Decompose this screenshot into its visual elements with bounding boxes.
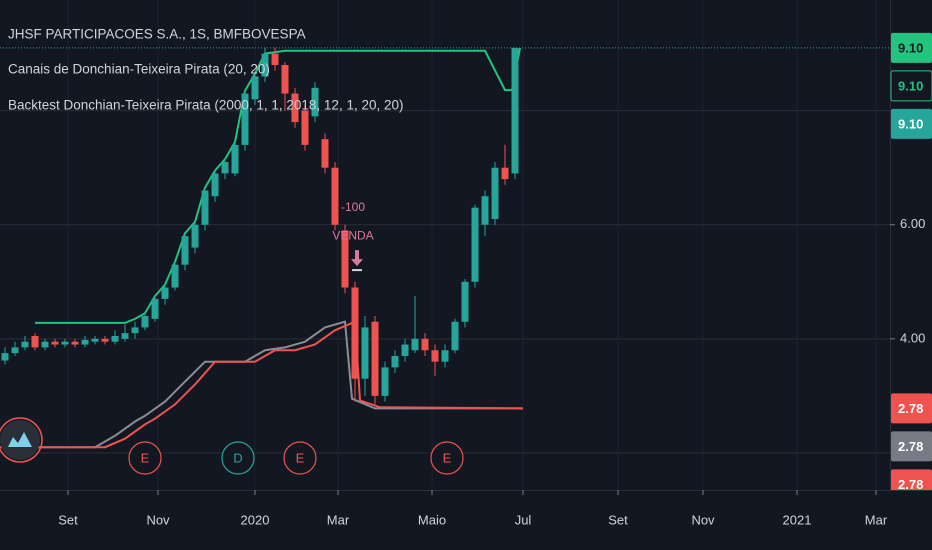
candle-body	[511, 47, 519, 174]
candle-body	[321, 139, 329, 168]
event-label: E	[443, 450, 452, 465]
candle-body	[81, 339, 89, 345]
price-badge-label: 2.78	[898, 401, 923, 416]
candle-body	[431, 350, 439, 362]
logo-ring	[0, 417, 43, 463]
candle-body	[101, 338, 109, 342]
candle-body	[401, 344, 409, 356]
x-tick-label: Jul	[515, 512, 532, 527]
price-badge	[891, 32, 932, 63]
chart-title: JHSF PARTICIPACOES S.A., 1S, BMFBOVESPA	[8, 27, 306, 42]
event-marker	[430, 441, 464, 475]
legend-line: Backtest Donchian-Teixeira Pirata (2000,…	[8, 98, 403, 113]
candle-body	[381, 367, 389, 396]
candle-body	[371, 321, 379, 396]
price-badge-label: 2.78	[898, 477, 923, 492]
event-label: E	[141, 450, 150, 465]
candle-body	[61, 341, 69, 345]
candle-body	[1, 353, 9, 361]
price-badge-label: 9.10	[898, 116, 923, 131]
candle-body	[441, 350, 449, 362]
candle-body	[481, 196, 489, 225]
price-badge-label: 9.10	[898, 78, 923, 93]
candle-body	[121, 333, 129, 339]
candle-body	[351, 287, 359, 379]
legend-line: Canais de Donchian-Teixeira Pirata (20, …	[8, 62, 270, 77]
plot-area: -100 VENDA E D E E	[0, 47, 932, 475]
candle-body	[291, 93, 299, 123]
x-tick-label: Nov	[146, 512, 170, 527]
price-badge	[890, 70, 932, 102]
candle-body	[91, 338, 99, 342]
candle-body	[241, 93, 249, 145]
candle-body	[491, 167, 499, 220]
price-badge-label: 9.10	[898, 40, 923, 55]
x-tick-label: Nov	[691, 512, 715, 527]
x-axis-panel	[0, 490, 932, 550]
candle-body	[71, 341, 79, 345]
x-tick-label: Mar	[327, 512, 350, 527]
candle-body	[471, 207, 479, 282]
event-marker	[221, 441, 255, 475]
candle-body	[251, 76, 259, 100]
candle-body	[421, 338, 429, 351]
candle-body	[391, 355, 399, 368]
candle-body	[331, 167, 339, 225]
event-marker	[128, 441, 162, 475]
candle-body	[111, 335, 119, 342]
candle-body	[191, 224, 199, 248]
candle-body	[271, 53, 279, 66]
candle-body	[221, 162, 229, 174]
candle-body	[31, 335, 39, 348]
x-tick-label: Set	[58, 512, 78, 527]
candle-body	[281, 65, 289, 94]
candle-body	[41, 341, 49, 348]
logo	[0, 417, 43, 463]
price-badge	[891, 108, 932, 139]
price-badge	[891, 431, 932, 462]
candle-body	[171, 264, 179, 288]
signal-arrow	[351, 250, 363, 267]
y-tick-label: 6.00	[900, 216, 925, 231]
candle-body	[261, 53, 269, 77]
annotation: -100	[341, 200, 365, 214]
candle-body	[501, 167, 509, 180]
candle-body	[301, 110, 309, 145]
x-tick-label: Maio	[418, 512, 446, 527]
price-badge	[891, 393, 932, 424]
candle-body	[51, 341, 59, 345]
price-badge-label: 2.78	[898, 439, 923, 454]
event-label: E	[296, 450, 305, 465]
x-tick-label: 2021	[783, 512, 812, 527]
event-label: D	[233, 450, 242, 465]
candle-body	[131, 327, 139, 334]
candle-body	[151, 298, 159, 319]
candle-body	[21, 341, 29, 348]
event-marker	[283, 441, 317, 475]
candle-body	[181, 236, 189, 265]
candle-body	[451, 321, 459, 351]
x-tick-label: Mar	[865, 512, 888, 527]
candle-body	[161, 287, 169, 299]
logo-icon	[8, 432, 32, 447]
x-tick-label: 2020	[241, 512, 270, 527]
candle-body	[211, 173, 219, 197]
candle-body	[141, 316, 149, 328]
candle-body	[361, 327, 369, 379]
candle-body	[461, 281, 469, 322]
x-tick-label: Set	[608, 512, 628, 527]
candle-body	[341, 230, 349, 288]
annotation: VENDA	[332, 228, 373, 242]
candle-body	[231, 144, 239, 174]
candle-body	[11, 347, 19, 354]
candle-body	[201, 190, 209, 225]
candle-body	[311, 87, 319, 117]
y-tick-label: 4.00	[900, 330, 925, 345]
candle-body	[411, 338, 419, 351]
